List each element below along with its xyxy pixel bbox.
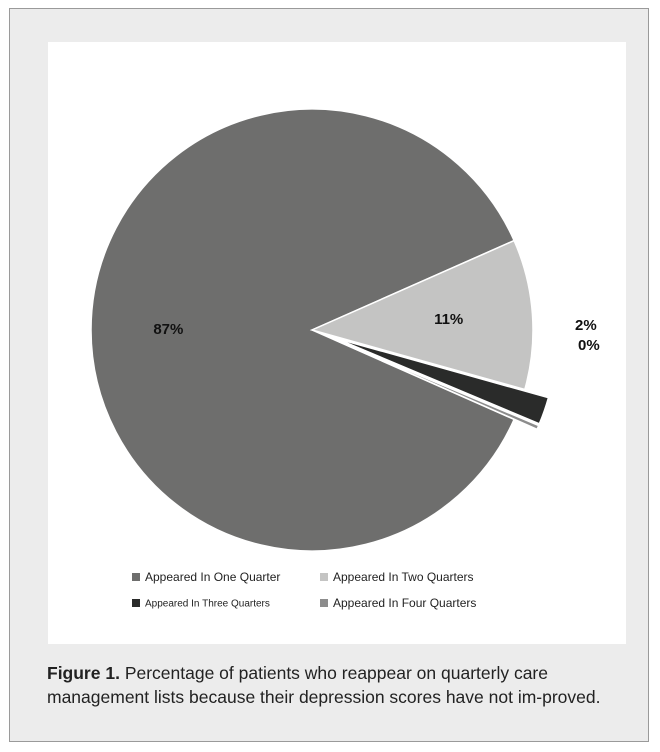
figure-caption-text: Percentage of patients who reappear on q… xyxy=(47,663,601,707)
legend-swatch-appeared-in-four-quarters xyxy=(320,599,328,607)
data-label-appeared-in-two-quarters: 11% xyxy=(434,311,463,328)
data-label-appeared-in-one-quarter: 87% xyxy=(153,321,183,338)
legend-label-appeared-in-one-quarter: Appeared In One Quarter xyxy=(145,570,280,584)
legend-swatch-appeared-in-three-quarters xyxy=(132,599,140,607)
pie-slice-appeared-in-three-quarters xyxy=(335,337,550,425)
figure-caption: Figure 1. Percentage of patients who rea… xyxy=(47,662,627,709)
legend-swatch-appeared-in-two-quarters xyxy=(320,573,328,581)
figure-box: 87% 11% 2% 0% Appeared In One Quarter Appeare… xyxy=(9,8,649,742)
chart-panel: 87% 11% 2% 0% Appeared In One Quarter Appeare… xyxy=(48,42,626,644)
legend-label-appeared-in-three-quarters: Appeared In Three Quarters xyxy=(145,599,270,610)
legend-swatch-appeared-in-one-quarter xyxy=(132,573,140,581)
figure-label: Figure 1. xyxy=(47,663,120,683)
legend-label-appeared-in-four-quarters: Appeared In Four Quarters xyxy=(333,596,476,610)
pie-slice-appeared-in-four-quarters xyxy=(334,339,540,431)
pie-slice-appeared-in-one-quarter xyxy=(90,108,516,552)
legend-label-appeared-in-two-quarters: Appeared In Two Quarters xyxy=(333,570,474,584)
pie-slice-appeared-in-two-quarters xyxy=(309,239,534,391)
data-label-appeared-in-three-quarters: 2% xyxy=(575,317,597,334)
pie-chart: 87% 11% 2% 0% Appeared In One Quarter Appeare… xyxy=(90,108,600,610)
data-label-appeared-in-four-quarters: 0% xyxy=(578,337,600,354)
